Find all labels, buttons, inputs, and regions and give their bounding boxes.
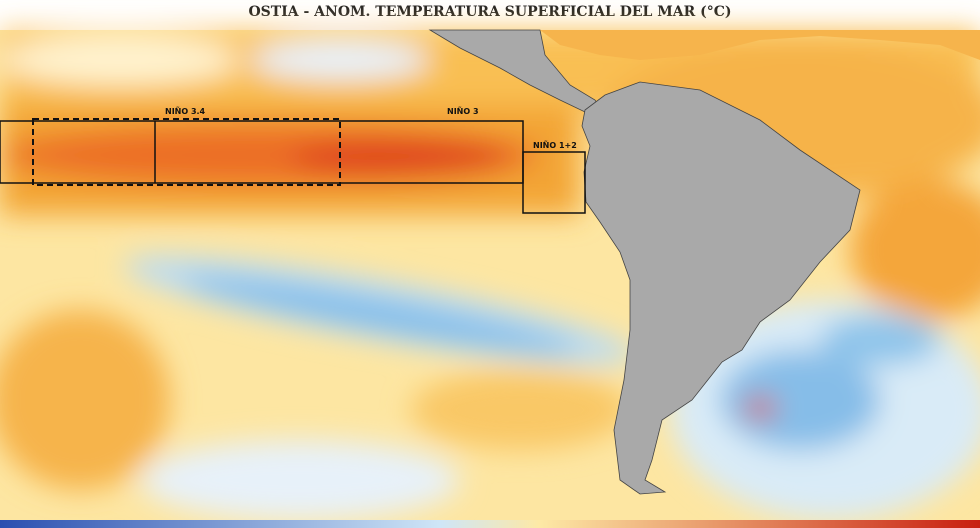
region-label: NIÑO 3.4 [165, 106, 206, 116]
region-label: NIÑO 1+2 [533, 140, 577, 150]
nino12-box [522, 151, 586, 214]
nino-regions [0, 118, 586, 214]
land [428, 29, 980, 495]
nino34-box [32, 118, 341, 186]
map-title: OSTIA - ANOM. TEMPERATURA SUPERFICIAL DE… [248, 4, 731, 20]
colorbar [0, 520, 980, 528]
region-label: NIÑO 3 [447, 106, 479, 116]
sst-field [0, 30, 980, 520]
